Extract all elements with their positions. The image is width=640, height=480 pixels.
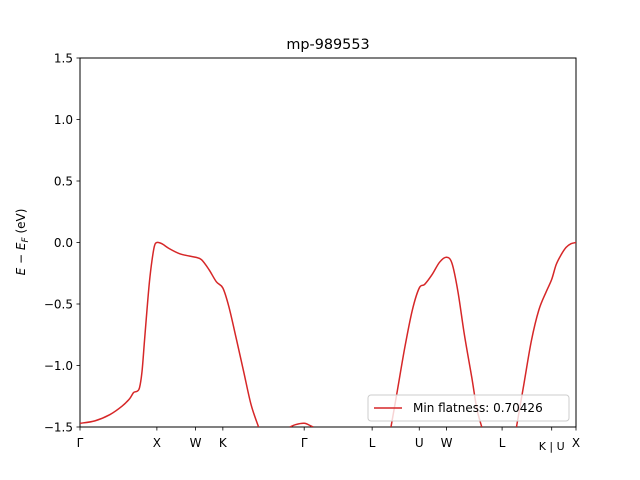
x-tick-label: X — [572, 436, 580, 450]
band-line-segment — [515, 241, 576, 427]
x-tick-label: W — [190, 436, 202, 450]
y-axis-label: E − EF (eV) — [14, 209, 31, 276]
x-tick-label: L — [499, 436, 506, 450]
y-tick-label: 0.5 — [54, 175, 73, 189]
y-axis-label-main: E − E — [14, 242, 28, 275]
x-tick-label: L — [369, 436, 376, 450]
band-line-segment — [289, 422, 314, 427]
y-tick-label: −1.5 — [44, 421, 73, 435]
axes-frame — [79, 57, 577, 428]
y-tick-label: 1.5 — [54, 52, 73, 66]
band-line-segment — [390, 256, 483, 427]
x-tick-label: X — [153, 436, 161, 450]
y-axis-label-subscript: F — [21, 237, 31, 243]
legend-box — [367, 394, 570, 422]
y-axis-label-unit: (eV) — [14, 209, 28, 238]
y-ticks: −1.5 −1.0 −0.5 0.0 0.5 1.0 1.5 — [44, 52, 80, 435]
band-line-segment — [80, 241, 260, 427]
x-tick-label: K — [219, 436, 228, 450]
x-tick-label: Γ — [77, 436, 84, 450]
y-tick-label: −1.0 — [44, 359, 73, 373]
x-tick-label: Γ — [301, 436, 308, 450]
x-tick-label: U — [415, 436, 424, 450]
x-tick-label: W — [441, 436, 453, 450]
y-tick-label: 1.0 — [54, 113, 73, 127]
y-tick-label: −0.5 — [44, 298, 73, 312]
x-ticks: Γ X W K Γ L U W L K | U X — [77, 427, 580, 453]
chart-title: mp-989553 — [286, 37, 369, 53]
x-tick-label: K | U — [539, 440, 565, 453]
legend-label: Min flatness: 0.70426 — [413, 401, 543, 415]
plot-area — [79, 57, 577, 428]
series-layer — [80, 241, 576, 427]
legend: Min flatness: 0.70426 — [367, 394, 570, 422]
y-tick-label: 0.0 — [54, 236, 73, 250]
